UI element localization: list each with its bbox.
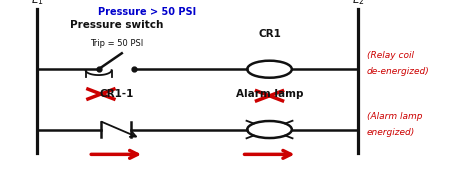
Text: CR1-1: CR1-1 [99, 89, 133, 99]
Text: (Alarm lamp: (Alarm lamp [367, 112, 422, 121]
Text: (Relay coil: (Relay coil [367, 51, 414, 60]
Text: CR1: CR1 [258, 29, 281, 39]
Text: $L_2$: $L_2$ [352, 0, 364, 7]
Text: Pressure > 50 PSI: Pressure > 50 PSI [98, 7, 196, 17]
Text: Pressure switch: Pressure switch [70, 20, 163, 30]
Text: energized): energized) [367, 128, 415, 137]
Text: $L_1$: $L_1$ [31, 0, 44, 7]
Text: Trip = 50 PSI: Trip = 50 PSI [90, 39, 143, 48]
Text: Alarm lamp: Alarm lamp [236, 89, 303, 99]
Text: de-energized): de-energized) [367, 67, 430, 76]
